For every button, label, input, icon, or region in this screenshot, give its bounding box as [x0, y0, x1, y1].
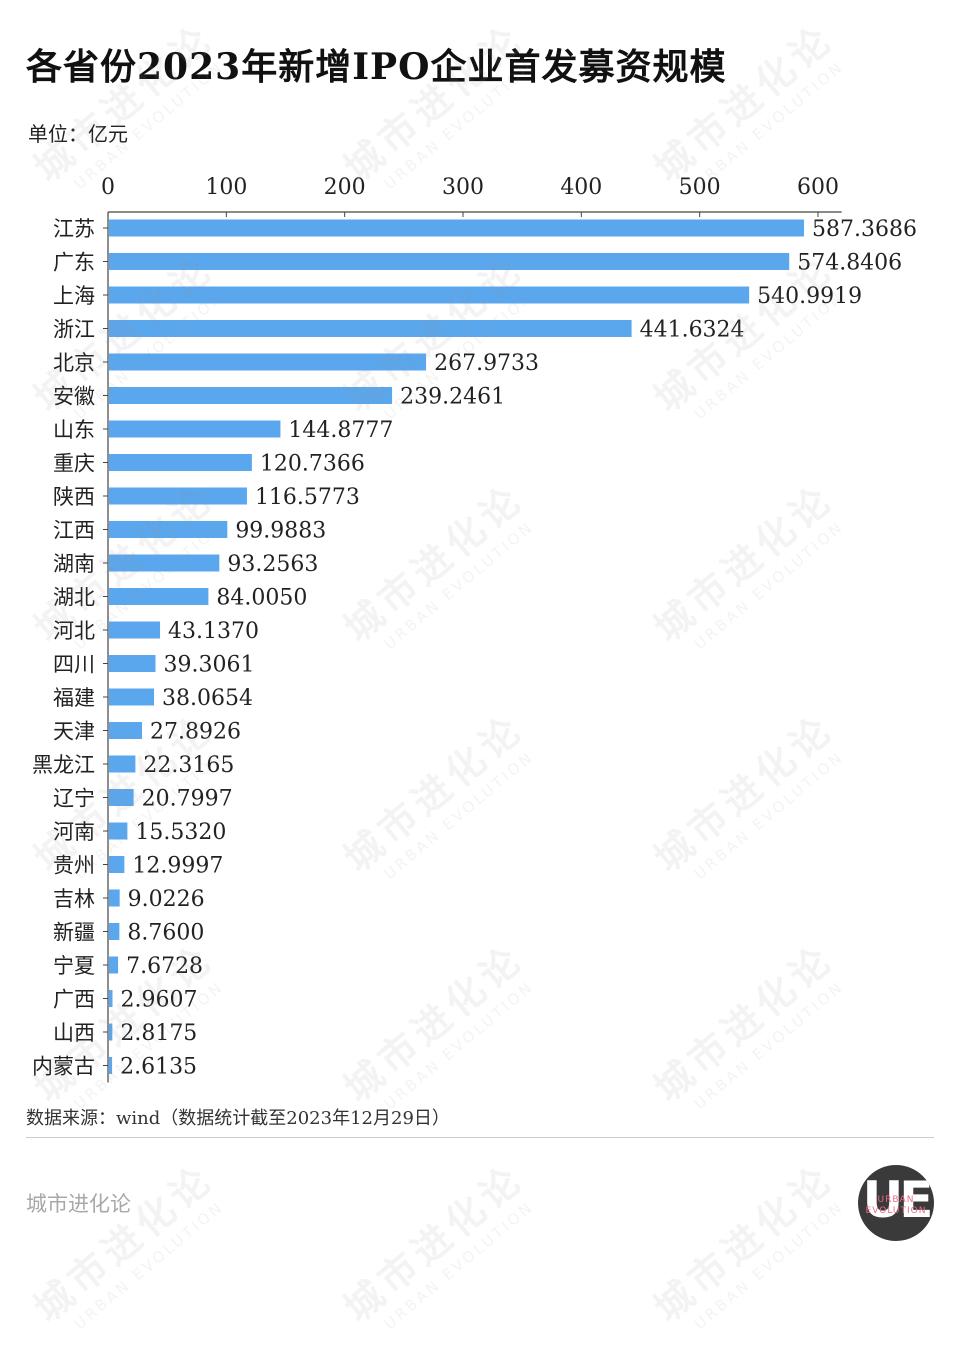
- category-label: 宁夏: [53, 954, 95, 978]
- category-label: 广东: [53, 251, 95, 275]
- bar: [109, 253, 790, 270]
- category-label: 重庆: [53, 452, 95, 476]
- bar: [109, 554, 220, 572]
- category-label: 山西: [53, 1021, 95, 1045]
- data-label: 2.9607: [121, 988, 198, 1013]
- bar: [109, 722, 143, 739]
- data-label: 8.7600: [127, 921, 204, 946]
- data-label: 120.7366: [260, 452, 365, 477]
- category-label: 广西: [53, 988, 95, 1012]
- brand-name: 城市进化论: [26, 1192, 131, 1216]
- bar: [109, 219, 805, 237]
- data-label: 574.8406: [797, 251, 902, 276]
- unit-label: 单位：亿元: [28, 122, 128, 146]
- data-label: 144.8777: [288, 418, 393, 443]
- data-label: 15.5320: [135, 820, 226, 845]
- x-tick-label: 500: [679, 175, 721, 200]
- bar: [109, 621, 161, 639]
- data-source-note: 数据来源：wind（数据统计截至2023年12月29日）: [26, 1108, 450, 1129]
- category-label: 吉林: [53, 887, 95, 911]
- bar: [109, 889, 120, 907]
- x-tick-label: 400: [560, 175, 602, 200]
- category-label: 内蒙古: [32, 1055, 95, 1079]
- bar: [109, 956, 119, 974]
- x-tick-label: 100: [205, 175, 247, 200]
- bar: [109, 655, 156, 672]
- data-label: 540.9919: [757, 284, 862, 309]
- bar: [109, 286, 750, 304]
- category-label: 浙江: [53, 318, 95, 342]
- data-label: 27.8926: [150, 720, 241, 745]
- chart-title: 各省份2023年新增IPO企业首发募资规模: [26, 46, 727, 88]
- data-label: 239.2461: [400, 385, 505, 410]
- bar: [109, 454, 252, 471]
- category-label: 江西: [53, 519, 95, 543]
- category-label: 贵州: [53, 854, 95, 878]
- bar: [109, 320, 632, 337]
- bar: [109, 521, 228, 538]
- category-label: 天津: [53, 720, 95, 744]
- data-label: 9.0226: [128, 887, 205, 912]
- category-label: 河南: [53, 820, 95, 844]
- data-label: 2.8175: [120, 1021, 197, 1046]
- category-label: 陕西: [53, 485, 95, 509]
- bar: [109, 1023, 113, 1041]
- category-label: 河北: [53, 619, 95, 643]
- data-label: 20.7997: [142, 787, 233, 812]
- category-label: 安徽: [53, 385, 95, 409]
- data-label: 12.9997: [132, 854, 223, 879]
- bar: [109, 990, 113, 1007]
- x-tick-label: 600: [797, 175, 839, 200]
- data-label: 441.6324: [640, 318, 745, 343]
- category-label: 山东: [53, 418, 95, 442]
- category-label: 福建: [53, 686, 95, 710]
- data-label: 39.3061: [164, 653, 255, 678]
- category-label: 上海: [53, 284, 95, 308]
- x-tick-label: 300: [442, 175, 484, 200]
- category-label: 四川: [53, 653, 95, 677]
- data-label: 267.9733: [434, 351, 539, 376]
- bar: [109, 856, 125, 873]
- data-label: 84.0050: [216, 586, 307, 611]
- bar: [109, 923, 120, 940]
- data-label: 22.3165: [143, 753, 234, 778]
- bar: [109, 789, 134, 806]
- data-label: 38.0654: [162, 686, 253, 711]
- bar-chart: 0 100 200 300 400 500 600 江苏 587.3686 广东 574.8406 上…: [32, 175, 917, 1083]
- category-label: 江苏: [53, 217, 95, 241]
- category-label: 新疆: [53, 921, 95, 945]
- data-label: 587.3686: [812, 217, 917, 242]
- bar: [109, 822, 128, 840]
- bar: [109, 420, 281, 438]
- bar: [109, 487, 247, 505]
- data-label: 116.5773: [255, 485, 360, 510]
- data-label: 43.1370: [168, 619, 259, 644]
- bar: [109, 688, 155, 706]
- bar: [109, 387, 393, 404]
- data-label: 93.2563: [227, 552, 318, 577]
- data-label: 7.6728: [126, 954, 203, 979]
- x-tick-label: 200: [324, 175, 366, 200]
- bar: [109, 1057, 113, 1074]
- data-label: 2.6135: [120, 1055, 197, 1080]
- category-label: 湖北: [53, 586, 95, 610]
- footer-divider: [26, 1137, 934, 1138]
- category-label: 北京: [53, 351, 95, 375]
- category-label: 湖南: [53, 552, 95, 576]
- logo-text-evolution: EVOLUTION: [865, 1206, 927, 1216]
- bar: [109, 353, 427, 371]
- x-tick-label: 0: [101, 175, 115, 200]
- logo-text-urban: URBAN: [877, 1195, 915, 1205]
- data-label: 99.9883: [235, 519, 326, 544]
- bar: [109, 755, 136, 773]
- logo-mark: UE: [862, 1171, 934, 1229]
- brand-logo: UE URBAN EVOLUTION: [858, 1165, 934, 1241]
- bar: [109, 588, 209, 605]
- category-label: 辽宁: [53, 787, 95, 811]
- category-label: 黑龙江: [32, 753, 95, 777]
